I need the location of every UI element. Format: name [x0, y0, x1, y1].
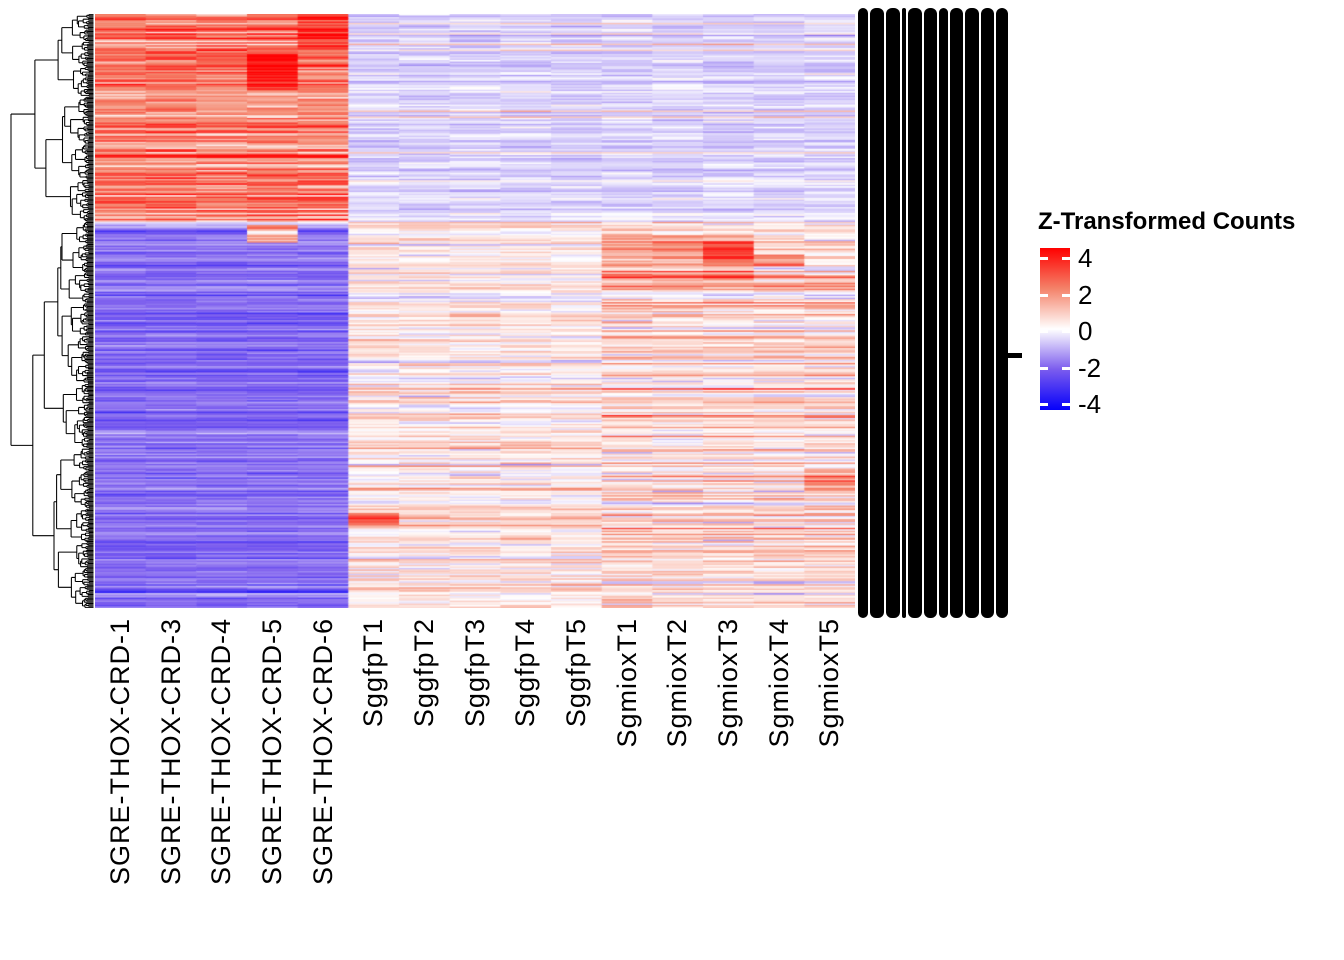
legend-title: Z-Transformed Counts — [1038, 208, 1296, 235]
row-label-bar — [908, 8, 922, 618]
legend-tick-label: 2 — [1078, 279, 1093, 310]
column-label: SggfpT2 — [408, 618, 439, 728]
row-label-bar — [858, 8, 868, 618]
row-labels-overplotted — [858, 8, 1022, 620]
column-label: SgmioxT2 — [662, 618, 693, 748]
legend-tick-mark — [1062, 293, 1071, 297]
column-label: SgmioxT4 — [763, 618, 794, 748]
legend-tick-mark — [1062, 330, 1071, 333]
legend-tick-mark — [1039, 293, 1048, 297]
row-label-bar — [950, 8, 963, 618]
column-label: SgmioxT5 — [814, 618, 845, 748]
row-label-protrusion — [1004, 353, 1022, 358]
heatmap-matrix — [95, 14, 855, 608]
row-label-bar — [965, 8, 979, 618]
column-label: SggfpT4 — [510, 618, 541, 728]
legend-tick-mark — [1062, 257, 1071, 260]
row-label-bar — [902, 8, 906, 618]
column-label: SgmioxT1 — [611, 618, 642, 748]
column-label: SggfpT5 — [560, 618, 591, 728]
legend-tick-mark — [1039, 330, 1048, 333]
column-label: SggfpT1 — [358, 618, 389, 728]
column-label: SGRE-THOX-CRD-5 — [256, 618, 287, 886]
legend-tick-mark — [1039, 257, 1048, 260]
legend-tick-label: -2 — [1078, 352, 1102, 383]
column-label: SgmioxT3 — [712, 618, 743, 748]
row-label-bar — [870, 8, 884, 618]
legend-tick-label: 0 — [1078, 316, 1093, 346]
row-label-bar — [981, 8, 994, 618]
legend-tick-mark — [1062, 403, 1071, 406]
legend-tick-mark — [1062, 366, 1071, 370]
legend-tick-label: 4 — [1078, 243, 1093, 273]
column-label: SggfpT3 — [459, 618, 490, 728]
row-label-bar — [886, 8, 900, 618]
row-label-bar — [924, 8, 937, 618]
row-label-bar — [939, 8, 948, 618]
dendrogram-branches — [10, 14, 94, 608]
column-label: SGRE-THOX-CRD-3 — [155, 618, 186, 886]
column-label: SGRE-THOX-CRD-6 — [307, 618, 338, 886]
column-label: SGRE-THOX-CRD-4 — [206, 618, 237, 886]
row-dendrogram — [10, 14, 94, 608]
legend-tick-mark — [1039, 403, 1048, 406]
legend-colorbar — [1039, 248, 1071, 410]
column-label: SGRE-THOX-CRD-1 — [104, 618, 135, 886]
legend-tick-label: -4 — [1078, 389, 1102, 419]
row-label-bar — [996, 8, 1008, 618]
legend-tick-mark — [1039, 366, 1048, 370]
